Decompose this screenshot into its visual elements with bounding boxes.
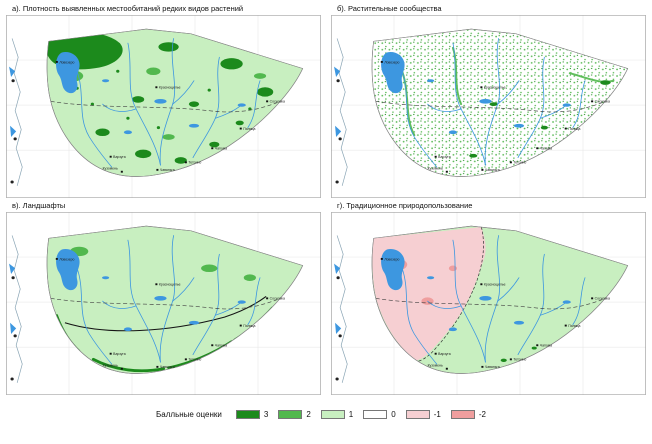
traditional-use-boundary xyxy=(418,226,484,362)
map-c xyxy=(6,212,321,395)
legend-swatch-3 xyxy=(235,409,260,419)
panel-d: г). Традиционное природопользование xyxy=(331,200,646,395)
map-b-svg xyxy=(331,15,646,198)
panel-c: в). Ландшафты xyxy=(6,200,321,395)
map-d-svg xyxy=(331,212,646,395)
map-a-svg xyxy=(6,15,321,198)
panel-c-title: в). Ландшафты xyxy=(12,201,66,210)
legend-label-3: 3 xyxy=(263,409,269,419)
legend-swatch-2 xyxy=(278,409,303,419)
map-d xyxy=(331,212,646,395)
legend: Балльные оценки 3 2 1 0 -1 -2 xyxy=(0,395,652,433)
legend-label-0: 0 xyxy=(391,409,396,419)
panel-b: б). Растительные сообщества xyxy=(331,3,646,198)
panel-a-title: а). Плотность выявленных местообитаний р… xyxy=(12,4,244,13)
legend-swatch-minus1 xyxy=(405,409,430,419)
landscape-boundary-line xyxy=(64,296,267,332)
panel-a: а). Плотность выявленных местообитаний р… xyxy=(6,3,321,198)
legend-title: Балльные оценки xyxy=(156,409,222,419)
legend-row: 3 2 1 0 -1 -2 xyxy=(235,409,496,419)
map-grid: а). Плотность выявленных местообитаний р… xyxy=(6,3,646,395)
panel-d-title: г). Традиционное природопользование xyxy=(337,201,473,210)
legend-label-1: 1 xyxy=(348,409,354,419)
map-b xyxy=(331,15,646,198)
legend-swatch-1 xyxy=(320,409,345,419)
map-c-svg xyxy=(6,212,321,395)
legend-label-minus1: -1 xyxy=(433,409,441,419)
legend-label-minus2: -2 xyxy=(478,409,486,419)
panel-b-title: б). Растительные сообщества xyxy=(337,4,442,13)
map-a xyxy=(6,15,321,198)
legend-swatch-minus2 xyxy=(450,409,475,419)
legend-swatch-0 xyxy=(363,409,388,419)
legend-label-2: 2 xyxy=(306,409,311,419)
